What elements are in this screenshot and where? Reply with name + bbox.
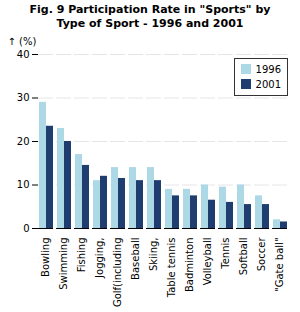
svg-text:Swimming: Swimming <box>58 237 69 289</box>
svg-text:Badminton: Badminton <box>184 237 195 292</box>
svg-text:Softball: Softball <box>238 237 249 275</box>
svg-text:Fishing: Fishing <box>76 237 87 272</box>
svg-text:Skiing,: Skiing, <box>148 237 159 271</box>
svg-text:Soccer: Soccer <box>256 236 267 271</box>
svg-text:40: 40 <box>17 48 30 59</box>
html-text:1996: 1996 <box>255 63 281 75</box>
svg-text:Golf(including: Golf(including <box>112 237 123 307</box>
svg-text:"Gate ball": "Gate ball" <box>274 237 285 291</box>
svg-text:Bowling: Bowling <box>40 237 51 276</box>
svg-text:Volleyball: Volleyball <box>202 237 213 285</box>
svg-text:Tennis: Tennis <box>220 237 231 269</box>
svg-text:0: 0 <box>23 222 29 233</box>
svg-text:20: 20 <box>17 135 30 146</box>
svg-text:Baseball: Baseball <box>130 237 141 279</box>
svg-text:Jogging,: Jogging, <box>94 237 105 278</box>
svg-text:Table tennis: Table tennis <box>166 237 177 298</box>
svg-text:30: 30 <box>17 92 30 103</box>
html-text:2001: 2001 <box>255 78 281 90</box>
html-text:Fig. 9 Participation Rate in ": Fig. 9 Participation Rate in "Sports" by… <box>29 3 271 31</box>
svg-text:10: 10 <box>17 179 30 190</box>
svg-text:↑ (%): ↑ (%) <box>8 35 37 46</box>
